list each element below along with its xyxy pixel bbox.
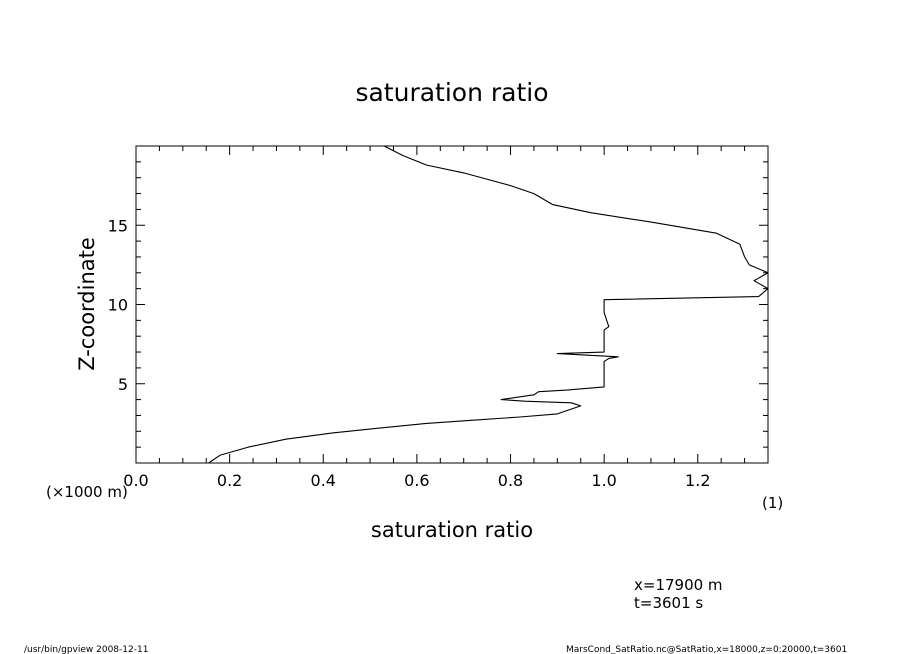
footer-data-source: MarsCond_SatRatio.nc@SatRatio,x=18000,z=… (566, 645, 847, 654)
x-tick-label: 0.0 (123, 471, 148, 490)
x-tick-label: 0.2 (217, 471, 242, 490)
y-tick-label: 10 (108, 296, 128, 315)
y-tick-label: 5 (118, 375, 128, 394)
x-tick-label: 1.0 (591, 471, 616, 490)
x-tick-label: 0.8 (498, 471, 523, 490)
x-axis-unit: (1) (762, 494, 783, 512)
y-axis-label: Z-coordinate (75, 237, 99, 371)
x-axis-label: saturation ratio (371, 518, 533, 542)
chart-title: saturation ratio (355, 78, 548, 107)
y-tick-label: 15 (108, 216, 128, 235)
footer-program-date: /usr/bin/gpview 2008-12-11 (24, 645, 148, 654)
plot-frame (135, 145, 769, 464)
info-x-slice: x=17900 m (634, 576, 723, 594)
series-line-0 (208, 145, 769, 464)
plot-area: 0.0 0.2 0.4 0.6 0.8 1.0 1.2 5 10 15 (108, 145, 769, 490)
x-tick-label: 0.6 (404, 471, 429, 490)
info-time: t=3601 s (634, 594, 703, 612)
x-tick-label: 1.2 (685, 471, 710, 490)
y-axis-unit: (×1000 m) (46, 483, 128, 501)
x-tick-label: 0.4 (311, 471, 336, 490)
